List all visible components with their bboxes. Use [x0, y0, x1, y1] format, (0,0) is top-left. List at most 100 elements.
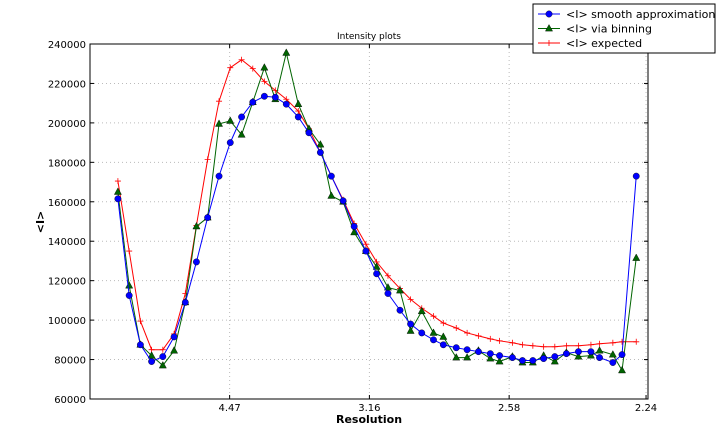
data-point: [260, 92, 268, 100]
series-triangle: [113, 48, 641, 374]
data-point: [114, 178, 121, 185]
data-point: [316, 140, 325, 148]
series-line: [117, 52, 637, 372]
data-point: [540, 343, 547, 350]
y-tick-label: 220000: [48, 79, 86, 90]
data-point: [216, 98, 223, 105]
data-point: [271, 93, 279, 101]
data-point: [339, 197, 347, 205]
data-point: [327, 191, 336, 199]
series-plus: [114, 56, 640, 353]
y-tick-label: 80000: [54, 356, 86, 367]
data-point: [204, 214, 212, 221]
data-point: [294, 113, 302, 121]
data-point: [113, 187, 122, 195]
data-point: [137, 318, 144, 325]
data-point: [632, 172, 640, 180]
x-tick-label: 2.24: [635, 403, 657, 414]
data-point: [114, 195, 122, 203]
data-point: [587, 341, 594, 348]
data-point: [509, 354, 516, 361]
x-tick-label: 4.47: [219, 403, 241, 414]
data-point: [396, 306, 404, 314]
y-tick-label: 100000: [48, 316, 86, 327]
y-tick-label: 180000: [48, 158, 86, 169]
data-point: [496, 352, 503, 360]
data-point: [126, 248, 133, 255]
y-axis-label: <I>: [34, 211, 47, 234]
axis-ticks: 60000 80000 100000 120000 140000 160000 180000…: [48, 40, 657, 414]
series-line: [117, 59, 637, 351]
data-point: [215, 119, 223, 127]
data-point: [519, 341, 526, 348]
data-point: [159, 346, 166, 353]
data-point: [496, 337, 503, 344]
data-point: [192, 222, 201, 230]
data-point: [407, 320, 414, 328]
data-point: [260, 63, 269, 71]
data-point: [350, 223, 358, 230]
data-point: [350, 227, 359, 236]
data-point: [193, 258, 200, 266]
data-point: [540, 355, 548, 362]
data-point: [439, 332, 448, 340]
data-point: [249, 98, 257, 106]
data-point: [596, 354, 603, 361]
data-point: [633, 338, 640, 345]
data-point: [595, 346, 604, 354]
y-tick-label: 240000: [48, 40, 86, 51]
data-point: [249, 65, 256, 72]
data-point: [463, 353, 472, 361]
data-point: [563, 342, 570, 349]
legend-label: <I> smooth approximation: [566, 8, 715, 21]
y-tick-label: 60000: [54, 395, 86, 406]
data-point: [509, 339, 516, 346]
data-point: [204, 156, 211, 163]
data-point: [418, 329, 426, 337]
data-point: [618, 365, 626, 374]
data-point: [575, 348, 582, 356]
data-point: [430, 336, 437, 344]
data-point: [316, 149, 324, 156]
data-point: [417, 306, 426, 315]
legend: <I> smooth approximation <I> via binning<…: [532, 3, 716, 54]
data-point: [563, 350, 570, 358]
data-point: [519, 357, 526, 364]
data-point: [282, 100, 290, 108]
data-point: [609, 359, 617, 366]
data-point: [148, 358, 155, 365]
series-circle: [114, 92, 640, 366]
data-point: [574, 352, 583, 360]
data-point: [551, 353, 559, 360]
data-point: [609, 339, 616, 346]
series-group: [113, 48, 641, 374]
data-point: [495, 357, 504, 365]
data-point: [384, 272, 391, 279]
y-tick-label: 200000: [48, 119, 86, 130]
data-point: [396, 286, 404, 294]
data-point: [238, 56, 245, 63]
data-point: [294, 99, 303, 107]
data-point: [215, 172, 223, 180]
data-point: [181, 298, 189, 306]
data-point: [486, 350, 494, 358]
data-point: [384, 290, 392, 297]
data-point: [575, 342, 582, 349]
data-point: [137, 341, 144, 349]
data-point: [587, 348, 595, 356]
data-point: [238, 113, 245, 121]
data-point: [464, 329, 471, 336]
data-point: [227, 64, 234, 71]
data-point: [475, 348, 482, 356]
data-point: [452, 353, 461, 361]
data-point: [463, 346, 471, 354]
data-point: [237, 130, 246, 138]
data-point: [372, 262, 381, 270]
data-point: [550, 357, 559, 365]
data-point: [439, 341, 447, 349]
data-point: [305, 129, 313, 137]
data-point: [170, 346, 179, 354]
y-tick-label: 160000: [48, 198, 86, 209]
data-point: [596, 340, 603, 347]
